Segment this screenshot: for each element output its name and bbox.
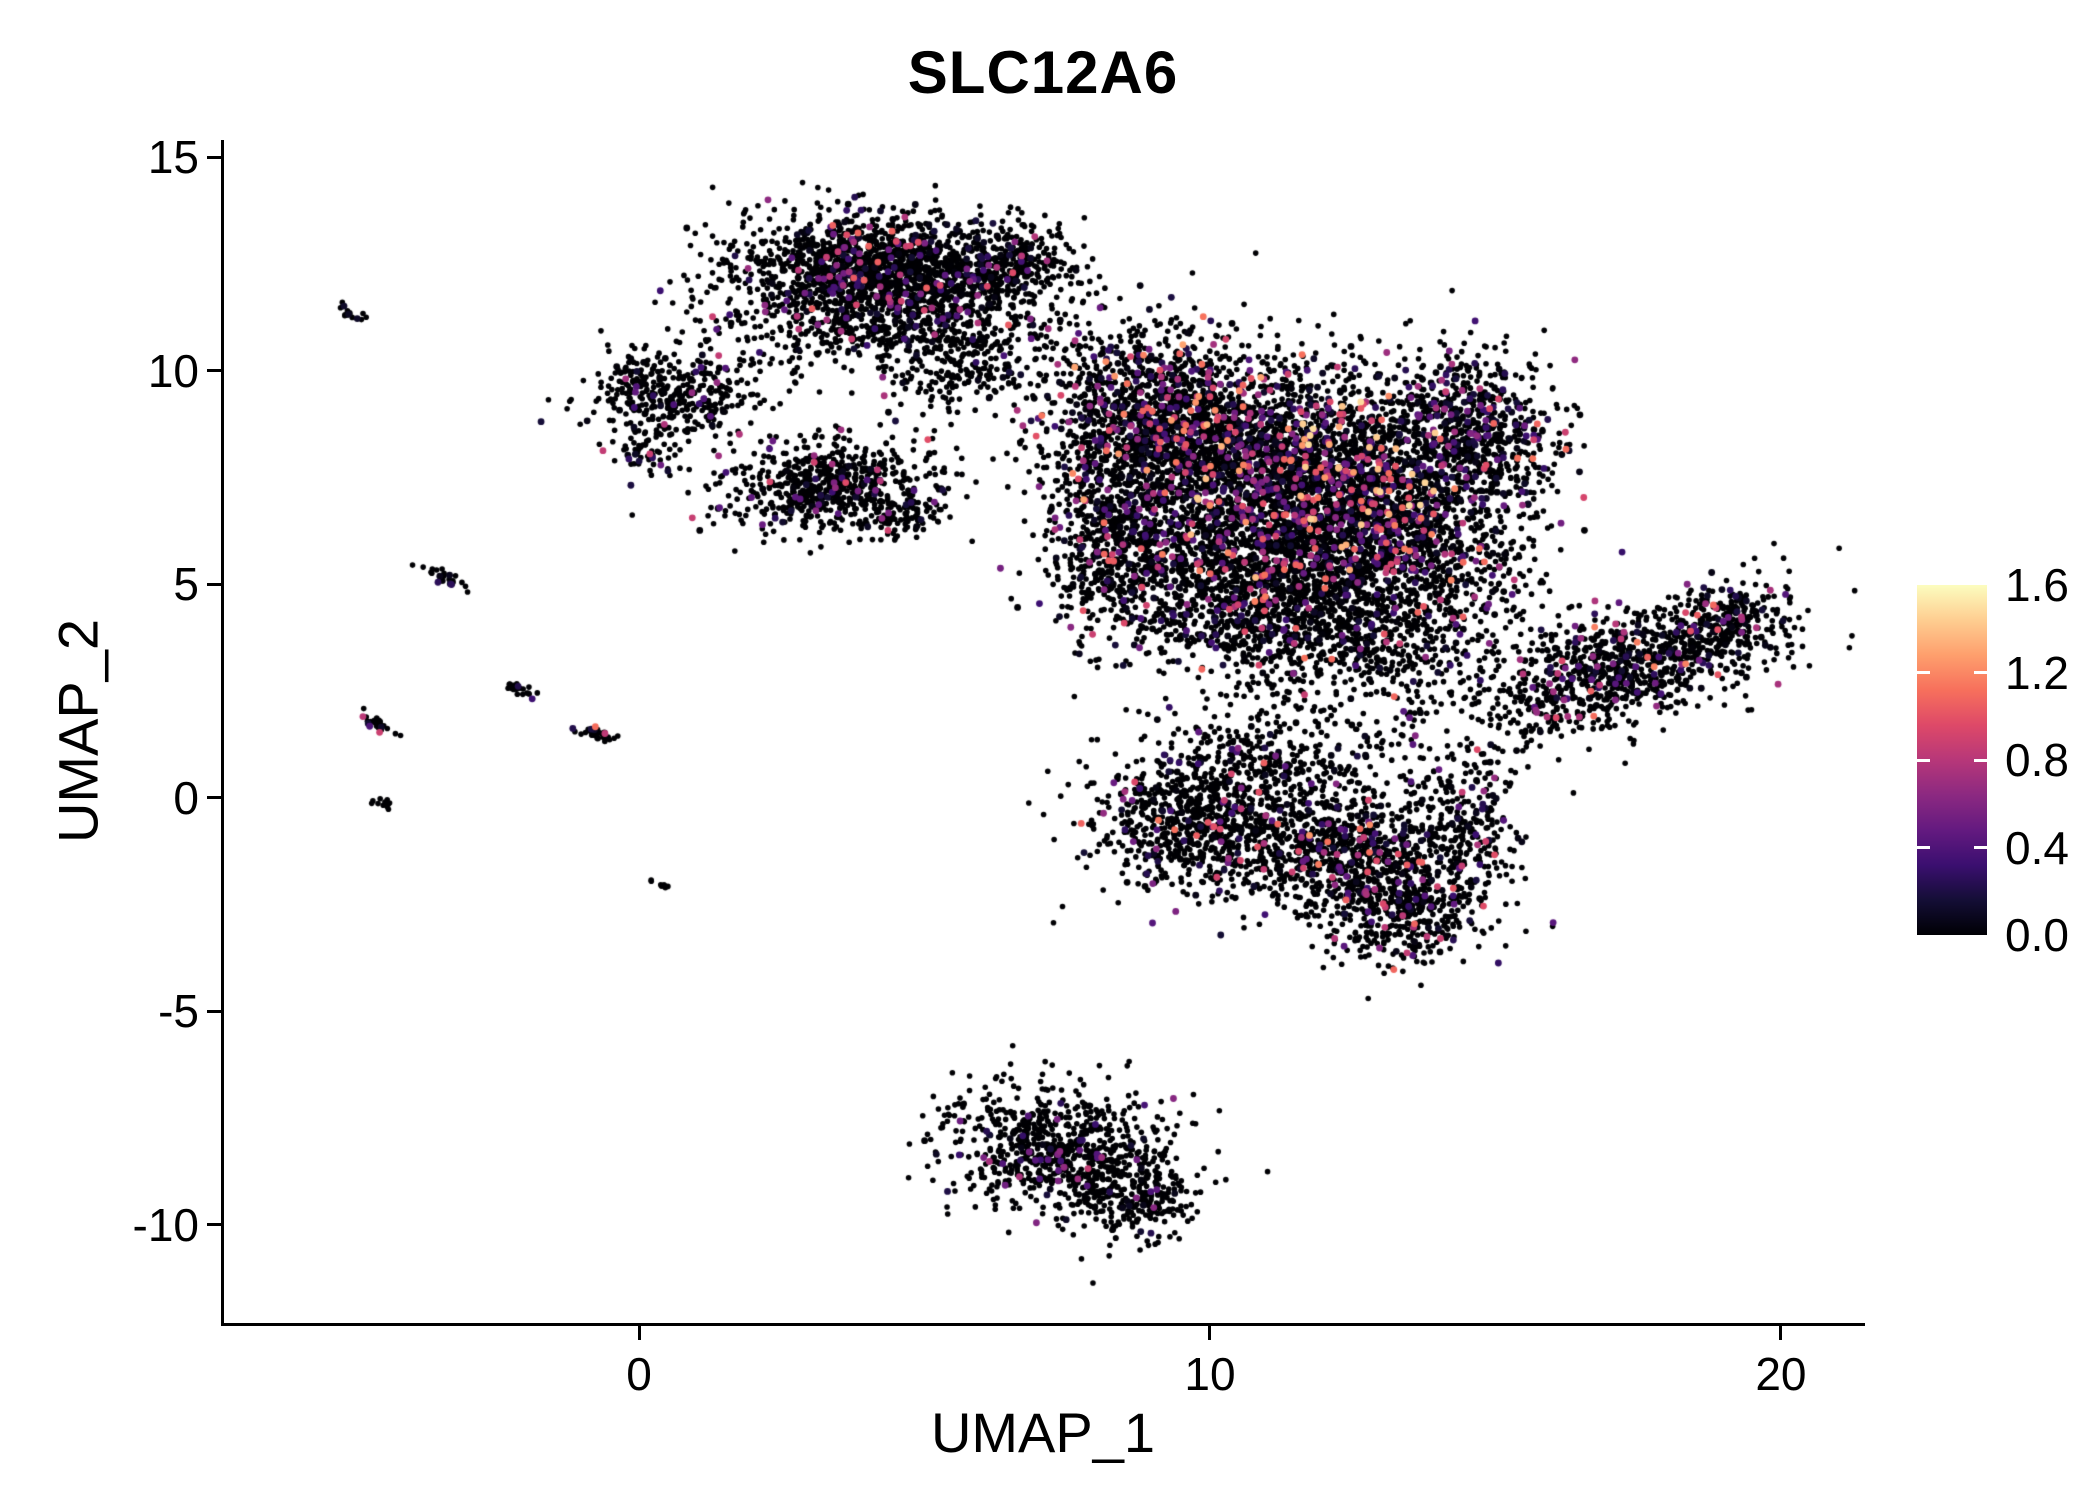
y-tick-mark <box>207 1009 221 1013</box>
y-tick-label: 15 <box>147 131 199 184</box>
x-tick-label: 20 <box>1755 1348 1807 1400</box>
colorbar-tick-label: 0.0 <box>2005 909 2069 961</box>
x-axis-label: UMAP_1 <box>930 1401 1156 1464</box>
y-tick-label: 5 <box>173 558 199 611</box>
x-tick-label: 10 <box>1184 1348 1236 1400</box>
y-tick-label: -10 <box>132 1198 199 1251</box>
colorbar-tick-mark <box>1917 846 1930 849</box>
colorbar-tick-label: 0.8 <box>2005 734 2069 786</box>
y-tick-label: -5 <box>158 985 199 1038</box>
colorbar-tick-mark <box>1974 671 1987 674</box>
y-tick-mark <box>207 796 221 800</box>
colorbar-tick-label: 0.4 <box>2005 821 2069 874</box>
x-tick-label: 0 <box>626 1348 652 1400</box>
y-tick-label: 0 <box>173 771 199 824</box>
colorbar-tick-mark <box>1917 671 1930 674</box>
colorbar-tick-label: 1.6 <box>2005 559 2069 611</box>
y-tick-mark <box>207 155 221 159</box>
y-axis-line <box>221 140 224 1326</box>
colorbar-tick-label: 1.2 <box>2005 646 2069 699</box>
scatter-canvas <box>224 140 1862 1323</box>
x-tick-mark <box>1208 1326 1212 1340</box>
colorbar-tick-mark <box>1974 758 1987 762</box>
x-axis-line <box>221 1323 1865 1326</box>
y-tick-mark <box>207 369 221 373</box>
y-tick-mark <box>207 582 221 586</box>
x-tick-mark <box>637 1326 641 1340</box>
y-tick-label: 10 <box>147 344 199 397</box>
colorbar-tick-mark <box>1974 846 1987 849</box>
chart-title: SLC12A6 <box>907 39 1179 106</box>
colorbar-tick-mark <box>1917 758 1930 762</box>
y-tick-mark <box>207 1223 221 1227</box>
x-tick-mark <box>1779 1326 1783 1340</box>
